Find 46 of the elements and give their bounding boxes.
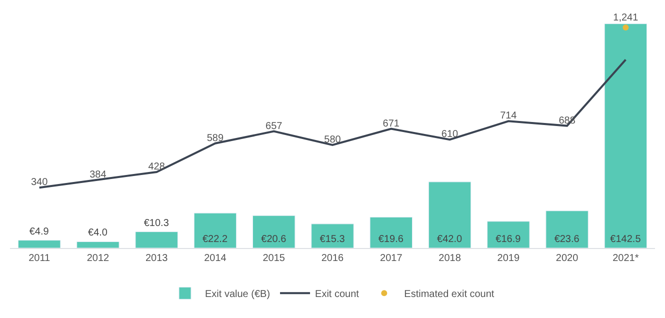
legend-label: Exit value (€B) (205, 289, 270, 300)
data-label: 340 (30, 177, 48, 188)
x-tick-label: 2019 (497, 253, 520, 264)
data-label: 714 (500, 110, 518, 122)
data-label: 384 (90, 169, 107, 180)
bar (252, 215, 296, 248)
data-label: 580 (324, 134, 342, 146)
x-tick-label: 2016 (321, 253, 344, 264)
data-label: 610 (441, 129, 459, 140)
x-tick-label: 2014 (204, 253, 227, 264)
legend-label: Exit count (315, 289, 360, 300)
bar (311, 224, 354, 248)
x-tick-label: 2018 (438, 253, 462, 264)
bar (194, 212, 237, 248)
data-label: 657 (266, 120, 283, 132)
x-tick-label: 2017 (380, 253, 403, 264)
data-label: €10.3 (144, 218, 170, 229)
data-label: €20.6 (261, 234, 287, 245)
data-label: €15.3 (320, 234, 346, 245)
bar (76, 241, 120, 248)
x-tick-label: 2011 (28, 253, 51, 264)
x-tick-label: 2015 (262, 253, 286, 264)
data-label: €142.5 (610, 234, 642, 245)
data-label: €4.0 (88, 228, 108, 239)
x-tick-label: 2021* (612, 253, 639, 264)
data-label: 589 (206, 132, 224, 144)
data-label: 671 (382, 118, 400, 130)
data-label: €4.9 (29, 226, 50, 238)
bar (428, 182, 472, 248)
x-tick-label: 2020 (556, 253, 579, 264)
data-label: €42.0 (437, 234, 462, 245)
bar (546, 210, 588, 248)
data-label: 428 (148, 161, 166, 172)
bar (370, 216, 412, 248)
bar (18, 240, 61, 248)
bar (604, 24, 648, 248)
bar (135, 232, 178, 248)
x-tick-label: 2012 (86, 253, 110, 264)
data-label: €16.9 (496, 234, 522, 245)
data-label: €19.6 (378, 234, 404, 245)
data-label: 1,241 (613, 12, 639, 24)
bar (487, 221, 530, 248)
data-label: €22.2 (202, 234, 228, 245)
data-label: €23.6 (554, 234, 580, 245)
legend-label: Estimated exit count (404, 289, 494, 300)
x-tick-label: 2013 (145, 253, 168, 264)
